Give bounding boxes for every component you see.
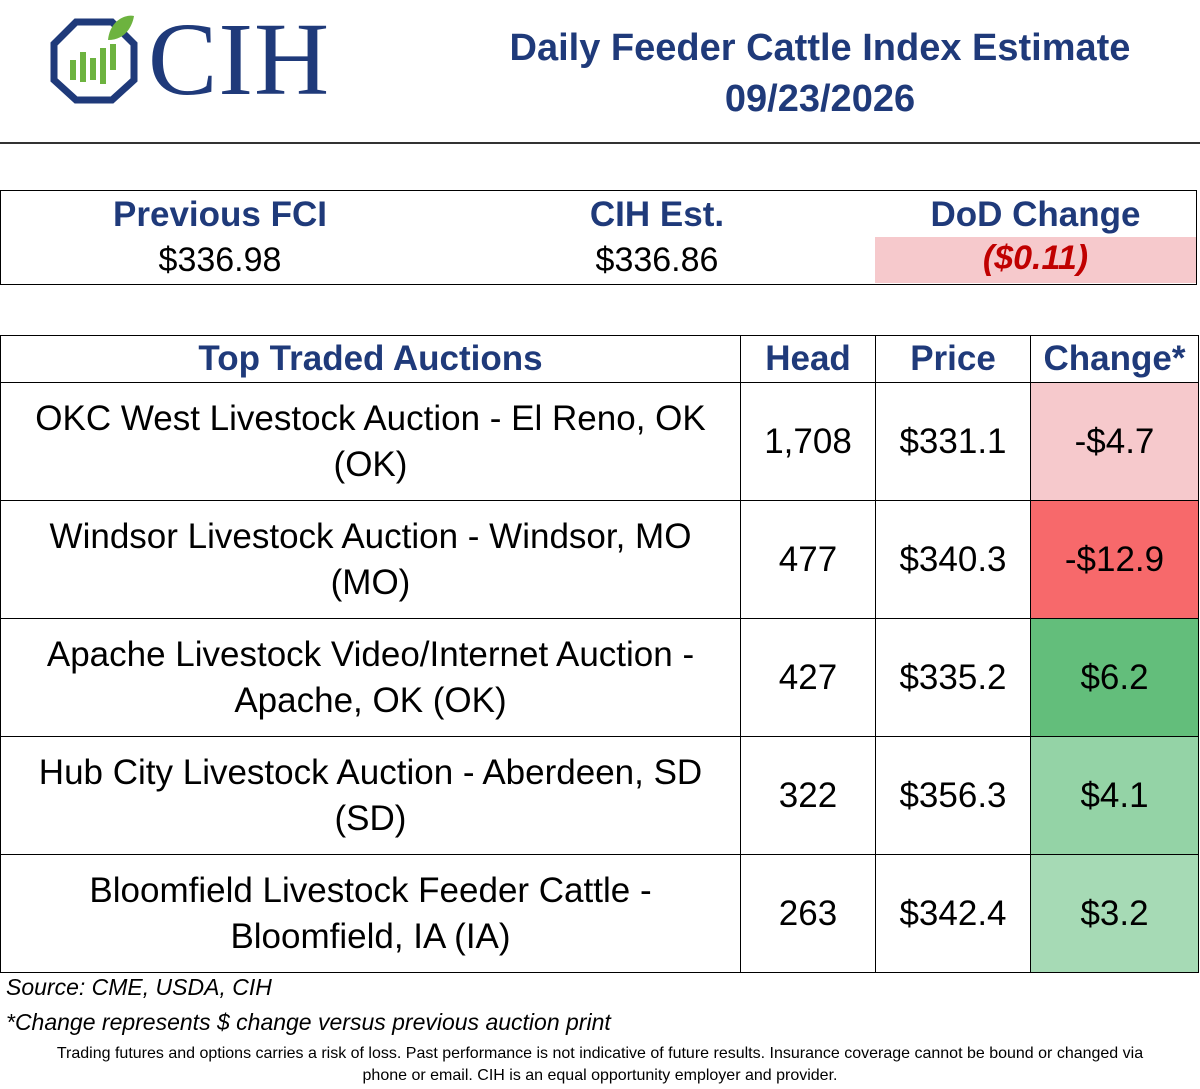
auction-name: Hub City Livestock Auction - Aberdeen, S… xyxy=(0,736,741,855)
table-row: Bloomfield Livestock Feeder Cattle - Blo… xyxy=(0,854,1199,973)
price: $356.3 xyxy=(875,736,1031,855)
summary-previous-fci: Previous FCI $336.98 xyxy=(1,191,439,284)
page-title: Daily Feeder Cattle Index Estimate xyxy=(509,27,1131,69)
change-cell: -$4.7 xyxy=(1030,382,1199,501)
auction-name: Apache Livestock Video/Internet Auction … xyxy=(0,618,741,737)
column-header-price: Price xyxy=(875,335,1031,383)
cih-logo: CIH xyxy=(48,2,378,117)
change-cell: -$12.9 xyxy=(1030,500,1199,619)
price: $335.2 xyxy=(875,618,1031,737)
header-divider xyxy=(0,142,1200,144)
head-count: 477 xyxy=(740,500,876,619)
summary-label: CIH Est. xyxy=(589,195,725,234)
column-header-auction: Top Traded Auctions xyxy=(0,335,741,383)
table-row: Windsor Livestock Auction - Windsor, MO … xyxy=(0,500,1199,619)
disclaimer: Trading futures and options carries a ri… xyxy=(0,1043,1200,1087)
disclaimer-line: phone or email. CIH is an equal opportun… xyxy=(362,1067,838,1084)
table-header-row: Top Traded Auctions Head Price Change* xyxy=(0,335,1199,383)
summary-dod-change: DoD Change ($0.11) xyxy=(875,191,1196,284)
summary-box: Previous FCI $336.98 CIH Est. $336.86 Do… xyxy=(0,190,1197,285)
head-count: 322 xyxy=(740,736,876,855)
summary-value: $336.86 xyxy=(595,241,719,279)
price: $342.4 xyxy=(875,854,1031,973)
change-cell: $6.2 xyxy=(1030,618,1199,737)
change-cell: $4.1 xyxy=(1030,736,1199,855)
head-count: 263 xyxy=(740,854,876,973)
summary-value: $336.98 xyxy=(158,241,282,279)
table-row: Hub City Livestock Auction - Aberdeen, S… xyxy=(0,736,1199,855)
cih-wordmark: CIH xyxy=(148,2,331,117)
auction-name: OKC West Livestock Auction - El Reno, OK… xyxy=(0,382,741,501)
head-count: 1,708 xyxy=(740,382,876,501)
report-date: 09/23/2026 xyxy=(724,78,916,120)
summary-value-negative: ($0.11) xyxy=(875,237,1196,283)
head-count: 427 xyxy=(740,618,876,737)
disclaimer-line: Trading futures and options carries a ri… xyxy=(56,1045,1144,1062)
change-cell: $3.2 xyxy=(1030,854,1199,973)
table-row: Apache Livestock Video/Internet Auction … xyxy=(0,618,1199,737)
summary-cih-estimate: CIH Est. $336.86 xyxy=(439,191,875,284)
cih-logo-icon xyxy=(50,15,138,104)
price: $331.1 xyxy=(875,382,1031,501)
change-footnote: *Change represents $ change versus previ… xyxy=(6,1009,611,1035)
auction-name: Bloomfield Livestock Feeder Cattle - Blo… xyxy=(0,854,741,973)
table-row: OKC West Livestock Auction - El Reno, OK… xyxy=(0,382,1199,501)
source-note: Source: CME, USDA, CIH xyxy=(6,974,272,1000)
summary-label: DoD Change xyxy=(930,195,1141,234)
summary-label: Previous FCI xyxy=(113,195,327,234)
auctions-table: Top Traded Auctions Head Price Change* O… xyxy=(0,335,1199,973)
column-header-change: Change* xyxy=(1030,335,1199,383)
price: $340.3 xyxy=(875,500,1031,619)
column-header-head: Head xyxy=(740,335,876,383)
auction-name: Windsor Livestock Auction - Windsor, MO … xyxy=(0,500,741,619)
